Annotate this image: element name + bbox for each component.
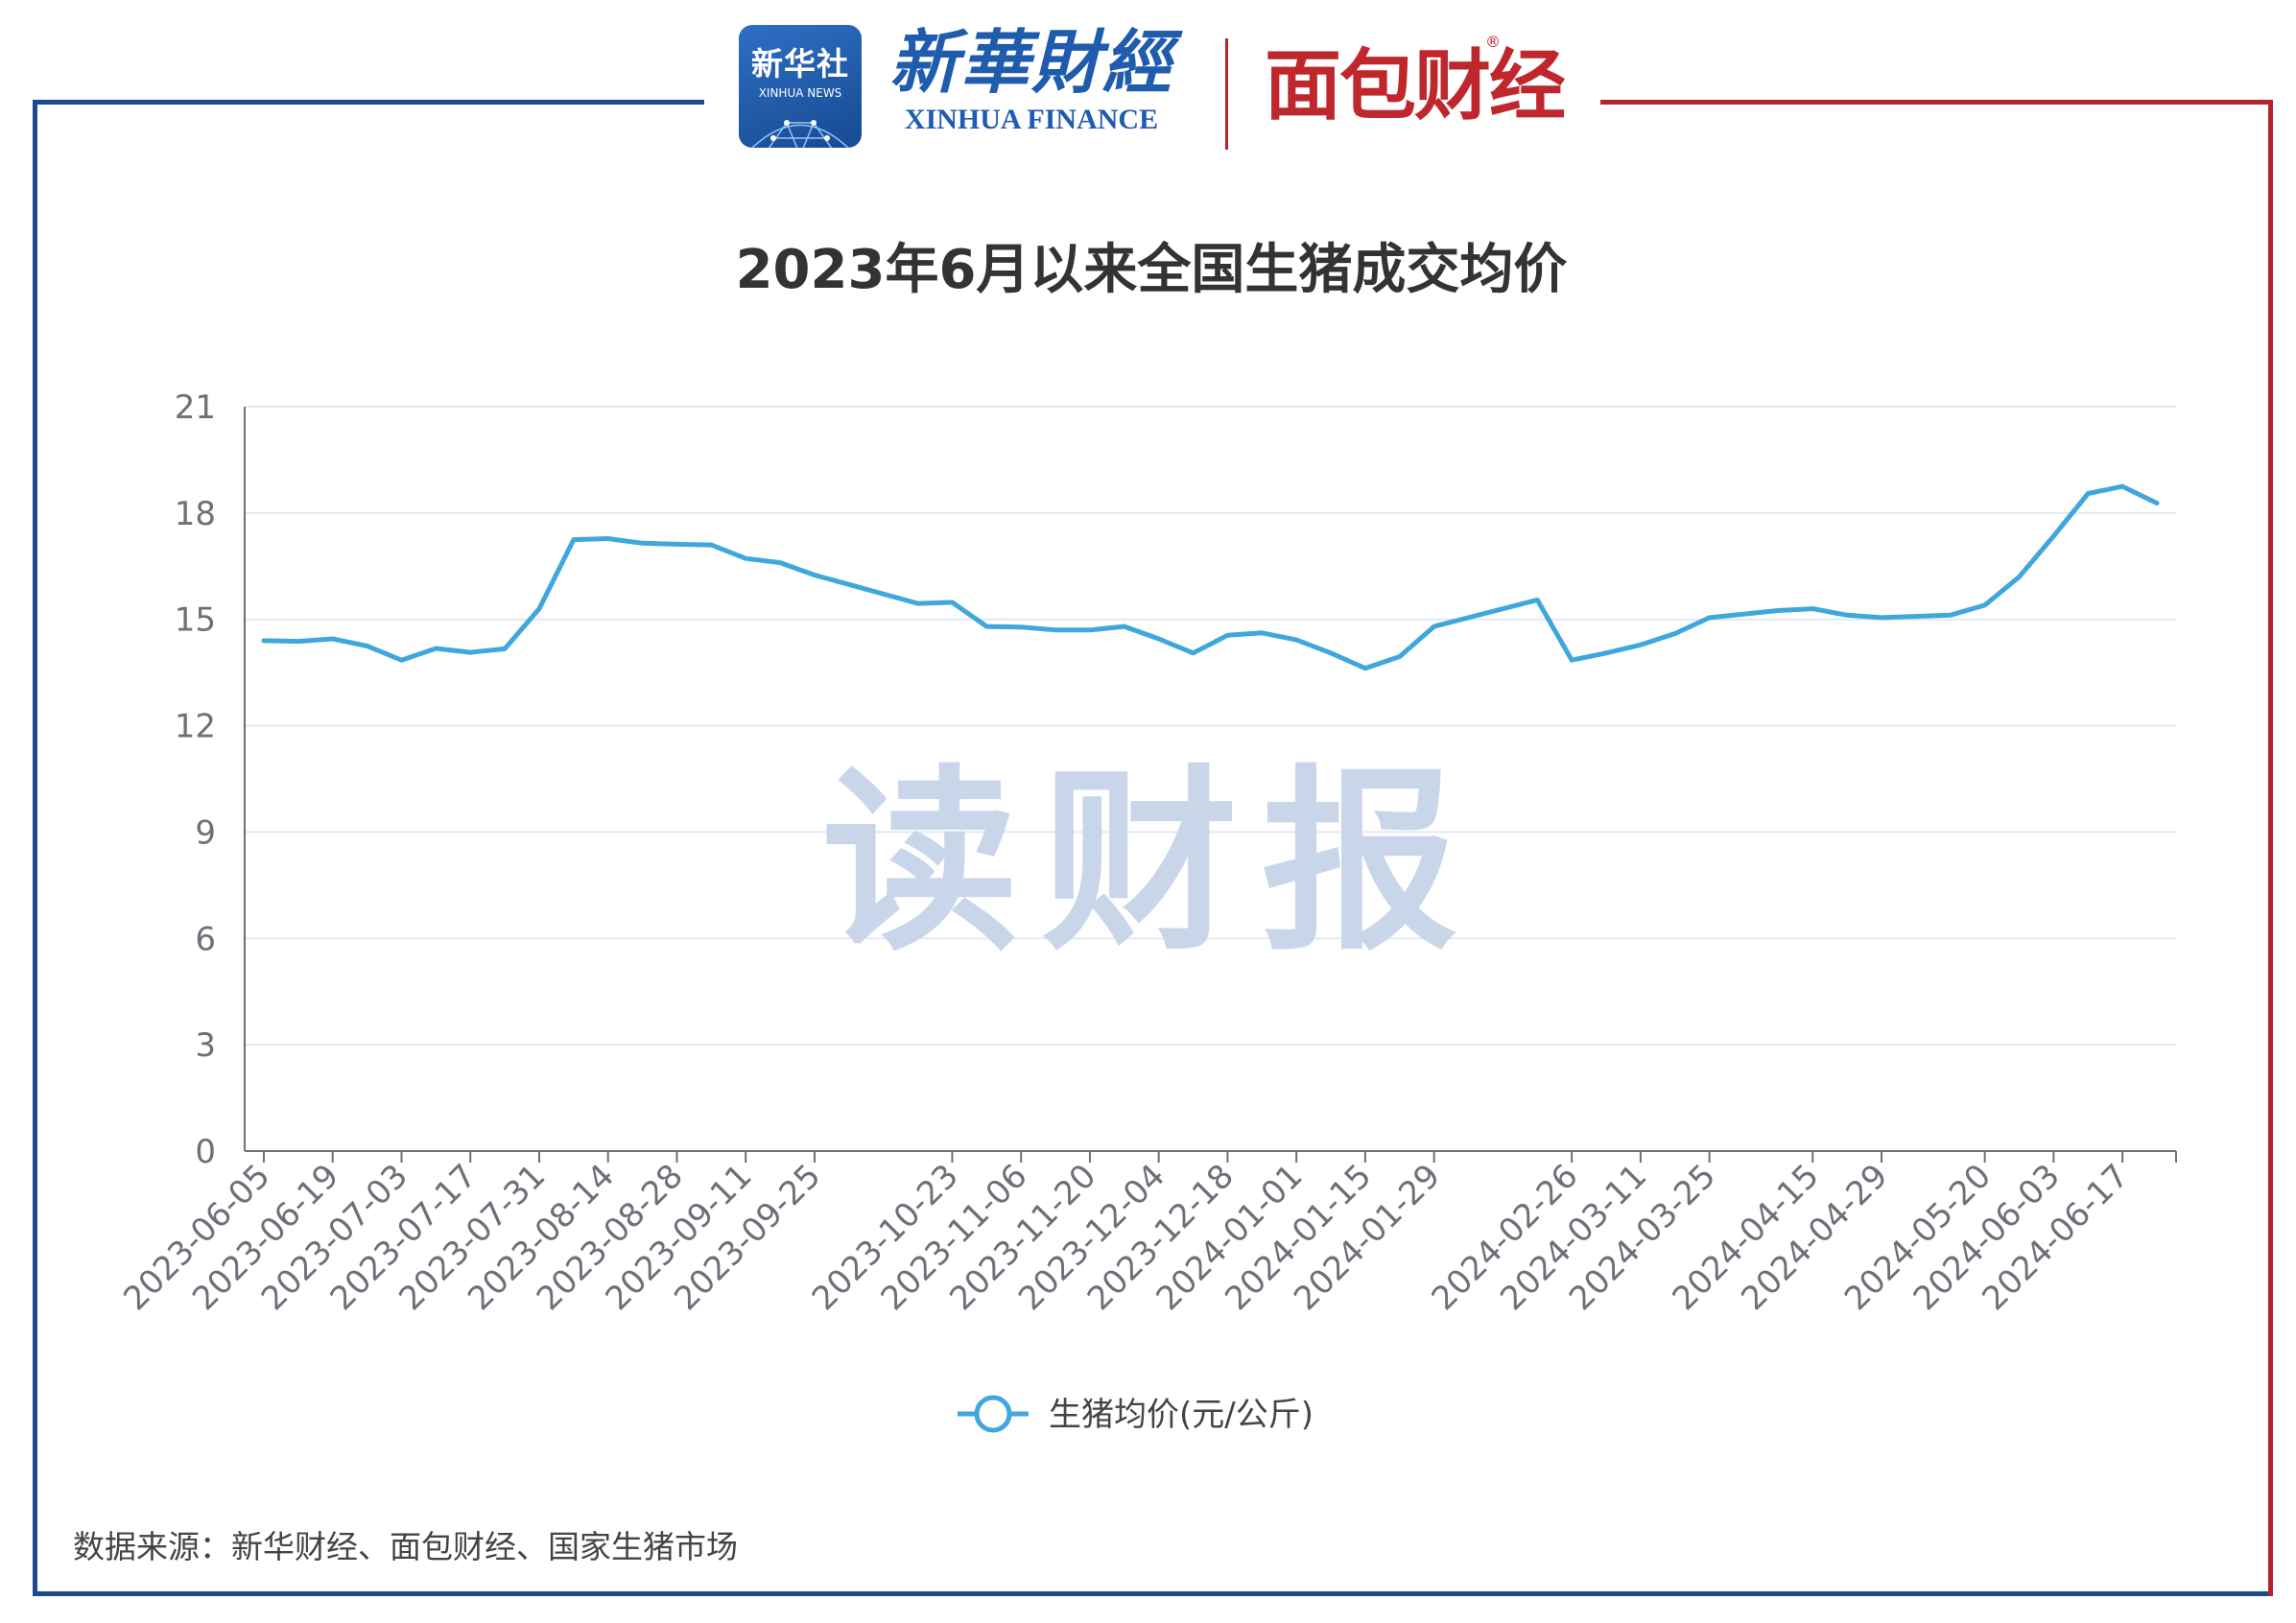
y-tick-label: 0 <box>195 1133 216 1171</box>
y-tick-label: 15 <box>175 601 216 640</box>
y-tick-label: 18 <box>175 495 216 533</box>
source-note: 数据来源：新华财经、面包财经、国家生猪市场 <box>73 1528 738 1565</box>
network-globe-icon <box>751 120 849 148</box>
chart-title: 2023年6月以来全国生猪成交均价 <box>736 239 1568 301</box>
xinhua-badge-cn: 新华社 <box>751 45 849 82</box>
axes <box>244 407 2177 1163</box>
frame-right-border <box>2268 100 2273 1596</box>
y-tick-label: 21 <box>175 388 216 427</box>
y-tick-label: 6 <box>195 920 216 958</box>
registered-mark: ® <box>1485 33 1501 51</box>
x-tick-labels: 2023-06-052023-06-192023-07-032023-07-17… <box>116 1157 2136 1318</box>
y-tick-label: 9 <box>195 813 216 852</box>
watermark: 读财报 <box>822 749 1481 977</box>
xinhua-finance-en: XINHUA FINANCE <box>904 104 1159 135</box>
legend-label: 生猪均价(元/公斤) <box>1049 1396 1314 1434</box>
logo-divider <box>1225 38 1228 150</box>
grid-lines <box>245 406 2176 1047</box>
y-tick-labels: 0 3 6 9 12 15 18 21 <box>175 388 216 1171</box>
xinhua-finance-logo: 新華財經 XINHUA FINANCE <box>888 21 1175 155</box>
y-tick-label: 3 <box>195 1026 216 1065</box>
legend-marker-icon <box>974 1395 1012 1433</box>
frame-top-right-border <box>1600 100 2272 105</box>
mianbao-finance-logo: 面包财经 <box>1265 41 1566 130</box>
xinhua-finance-cn: 新華財經 <box>888 21 1173 103</box>
y-tick-label: 12 <box>175 708 216 746</box>
xinhua-badge-en: XINHUA NEWS <box>758 86 842 100</box>
frame-top-left-border <box>33 100 704 105</box>
xinhua-news-logo: 新华社 XINHUA NEWS <box>739 25 862 148</box>
legend[interactable]: 生猪均价(元/公斤) <box>958 1395 1314 1434</box>
series-line <box>261 483 2160 671</box>
frame-bottom-border <box>33 1591 2273 1596</box>
series-lines <box>261 483 2160 671</box>
frame-left-border <box>33 100 37 1596</box>
